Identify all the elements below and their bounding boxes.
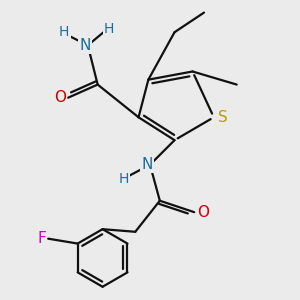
Text: S: S (218, 110, 228, 125)
Text: N: N (142, 157, 153, 172)
Text: H: H (119, 172, 129, 186)
Text: O: O (54, 90, 66, 105)
Text: H: H (59, 25, 70, 39)
Text: F: F (37, 231, 46, 246)
Text: O: O (197, 205, 209, 220)
Text: N: N (80, 38, 91, 53)
Text: H: H (104, 22, 114, 36)
